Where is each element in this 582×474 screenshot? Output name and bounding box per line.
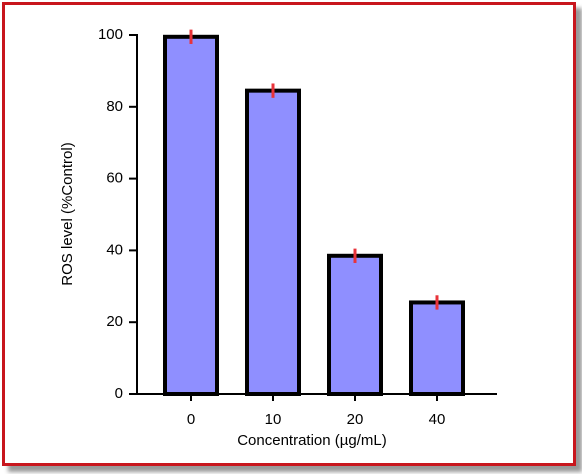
x-axis-label: Concentration (µg/mL) <box>237 432 387 449</box>
bar <box>163 34 219 396</box>
x-tick-label: 20 <box>347 411 364 428</box>
y-tick-label: 60 <box>106 170 123 187</box>
y-tick-label: 100 <box>98 26 123 43</box>
x-tick-label: 40 <box>429 411 446 428</box>
y-axis-label: ROS level (%Control) <box>59 142 76 285</box>
x-tick-label: 0 <box>187 411 195 428</box>
bar <box>245 88 301 397</box>
y-tick-label: 0 <box>115 385 123 402</box>
y-tick-label: 40 <box>106 241 123 258</box>
bar <box>327 253 383 396</box>
x-tick-label: 10 <box>265 411 282 428</box>
y-tick-label: 80 <box>106 98 123 115</box>
y-tick-label: 20 <box>106 313 123 330</box>
bar <box>409 300 465 396</box>
